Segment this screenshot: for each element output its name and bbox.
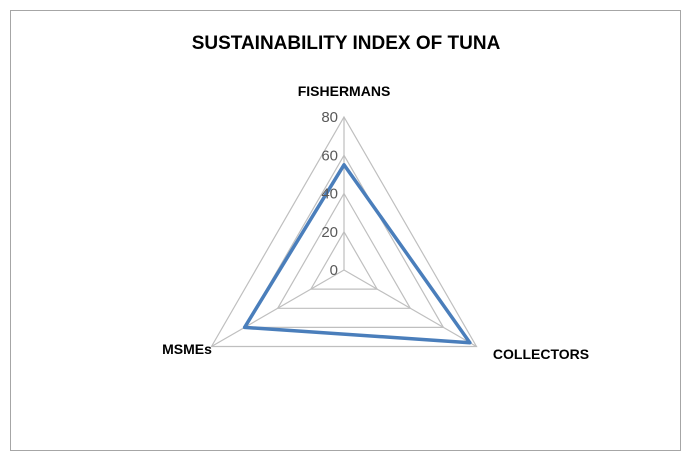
data-point-msmes [243, 325, 247, 329]
tick-label-60: 60 [321, 147, 338, 164]
series-line-0 [242, 163, 472, 345]
tick-label-20: 20 [321, 224, 338, 241]
grid-ring-20 [309, 230, 379, 290]
tick-label-0: 0 [330, 262, 338, 279]
grid-ring-80 [210, 115, 478, 348]
series-layer [242, 163, 472, 345]
tick-label-40: 40 [321, 186, 338, 203]
category-label-collectors: COLLECTORS [493, 346, 589, 362]
data-point-collectors [468, 341, 472, 345]
category-label-fishermans: FISHERMANS [298, 83, 391, 99]
grid-layer [210, 115, 478, 348]
spoke-2 [211, 269, 345, 348]
grid-ring-60 [243, 154, 445, 328]
data-point-fishermans [342, 163, 346, 167]
spoke-1 [343, 269, 477, 348]
chart-frame [10, 10, 681, 451]
category-labels: FISHERMANS COLLECTORS MSMEs [162, 83, 589, 362]
category-label-msmes: MSMEs [162, 341, 212, 357]
tick-labels: 0 20 40 60 80 [321, 109, 338, 279]
tick-label-80: 80 [321, 109, 338, 126]
chart-title: SUSTAINABILITY INDEX OF TUNA [191, 33, 501, 54]
grid-ring-40 [276, 192, 412, 309]
